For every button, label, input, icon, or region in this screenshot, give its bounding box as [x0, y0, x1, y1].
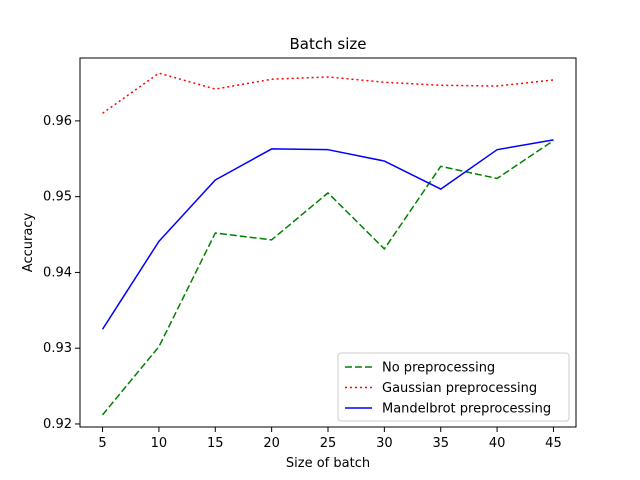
x-axis-label: Size of batch [286, 456, 370, 471]
y-tick-label: 0.96 [43, 114, 72, 129]
x-axis-ticks: 5 10 15 20 25 30 35 40 45 [98, 427, 562, 451]
x-tick-label: 20 [263, 436, 280, 451]
x-tick-label: 5 [98, 436, 106, 451]
chart-title: Batch size [290, 35, 367, 53]
series-line-2 [102, 72, 554, 114]
series-layer [101, 72, 554, 416]
x-tick-label: 45 [545, 436, 562, 451]
series-line-3 [101, 139, 554, 330]
x-tick-label: 10 [151, 436, 168, 451]
y-tick-label: 0.92 [43, 417, 72, 432]
x-tick-label: 35 [432, 436, 449, 451]
x-tick-label: 30 [376, 436, 393, 451]
legend-entry-3: Mandelbrot preprocessing [382, 402, 551, 417]
x-tick-label: 25 [320, 436, 337, 451]
legend: No preprocessing Gaussian preprocessing Ma… [337, 352, 570, 422]
x-tick-label: 40 [489, 436, 506, 451]
x-tick-label: 15 [207, 436, 224, 451]
y-tick-label: 0.93 [43, 341, 72, 356]
y-tick-label: 0.95 [43, 190, 72, 205]
legend-entry-2: Gaussian preprocessing [382, 381, 537, 396]
series-line-1 [101, 139, 554, 416]
legend-box [337, 352, 570, 422]
y-tick-label: 0.94 [43, 265, 72, 280]
legend-entry-1: No preprocessing [382, 361, 495, 376]
y-axis-ticks: 0.92 0.93 0.94 0.95 0.96 [43, 114, 80, 432]
y-axis-label: Accuracy [21, 213, 36, 273]
